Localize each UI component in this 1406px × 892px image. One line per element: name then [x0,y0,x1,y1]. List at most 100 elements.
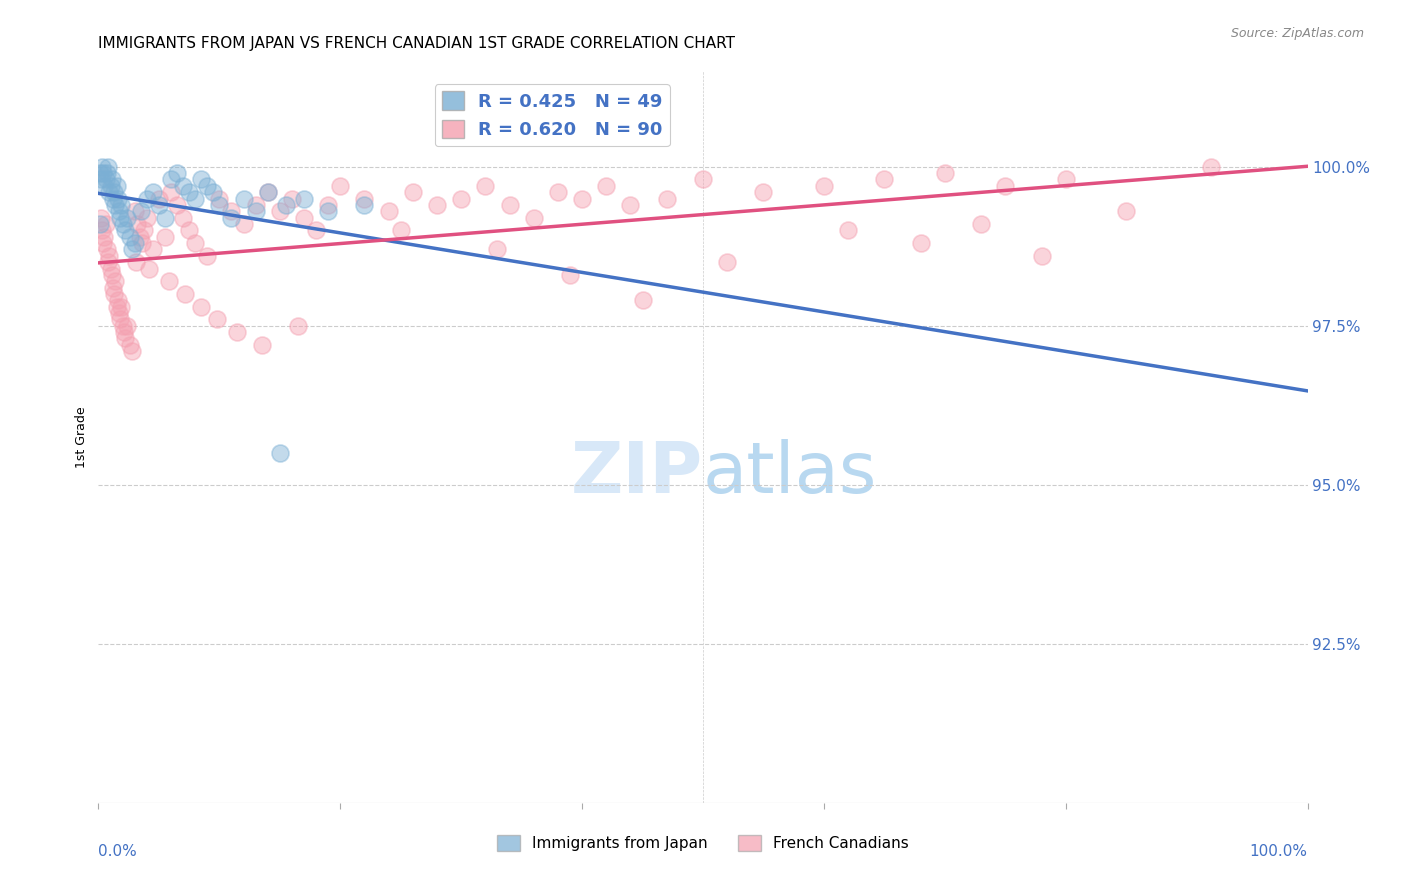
Point [114,331,136,345]
Point [292,211,315,225]
Point [98,249,121,263]
Point [93,229,115,244]
Point [91,160,114,174]
Text: 100.0%: 100.0% [1250,845,1308,859]
Point [91,236,114,251]
Point [486,243,509,257]
Point [100,268,122,282]
Point [90,172,112,186]
Point [179,185,201,199]
Point [91,223,114,237]
Point [402,185,425,199]
Point [1115,204,1137,219]
Point [934,166,956,180]
Point [108,312,131,326]
Point [108,211,131,225]
Point [377,204,399,219]
Point [160,172,183,186]
Point [103,185,125,199]
Point [101,192,124,206]
Point [256,185,278,199]
Point [166,166,188,180]
Point [142,185,165,199]
Point [105,178,128,193]
Point [716,255,738,269]
Point [114,223,136,237]
Point [153,229,176,244]
Point [353,192,375,206]
Point [287,318,309,333]
Point [166,198,188,212]
Point [129,204,152,219]
Point [105,300,128,314]
Point [316,204,339,219]
Point [558,268,581,282]
Point [94,217,117,231]
Point [100,178,122,193]
Point [190,300,212,314]
Point [117,211,139,225]
Point [202,185,225,199]
Point [112,325,135,339]
Point [101,280,124,294]
Point [121,344,143,359]
Point [111,217,134,231]
Point [274,198,297,212]
Text: Source: ZipAtlas.com: Source: ZipAtlas.com [1230,27,1364,40]
Point [389,223,412,237]
Point [221,211,243,225]
Point [117,318,139,333]
Point [124,204,146,219]
Point [692,172,714,186]
Point [245,198,267,212]
Text: atlas: atlas [703,439,877,508]
Point [127,217,149,231]
Point [96,243,118,257]
Point [94,172,117,186]
Point [89,166,111,180]
Point [292,192,315,206]
Point [157,274,180,288]
Point [107,192,129,206]
Point [752,185,775,199]
Point [107,293,129,308]
Y-axis label: 1st Grade: 1st Grade [75,406,89,468]
Point [245,204,267,219]
Point [281,192,304,206]
Point [195,249,218,263]
Point [134,223,156,237]
Point [110,300,132,314]
Point [97,255,120,269]
Point [813,178,835,193]
Point [208,198,231,212]
Point [89,217,111,231]
Point [128,229,150,244]
Point [547,185,569,199]
Point [190,172,212,186]
Point [232,192,254,206]
Point [121,243,143,257]
Point [269,204,291,219]
Point [450,192,472,206]
Point [571,192,593,206]
Point [184,192,207,206]
Point [250,338,273,352]
Text: 0.0%: 0.0% [98,845,138,859]
Point [131,236,153,251]
Point [1054,172,1077,186]
Point [305,223,328,237]
Point [595,178,617,193]
Point [184,236,207,251]
Point [104,198,127,212]
Point [142,243,165,257]
Point [125,255,148,269]
Point [160,185,183,199]
Point [138,261,160,276]
Point [498,198,520,212]
Point [148,192,170,206]
Point [172,178,194,193]
Point [221,204,243,219]
Point [93,178,115,193]
Point [174,287,197,301]
Point [97,160,120,174]
